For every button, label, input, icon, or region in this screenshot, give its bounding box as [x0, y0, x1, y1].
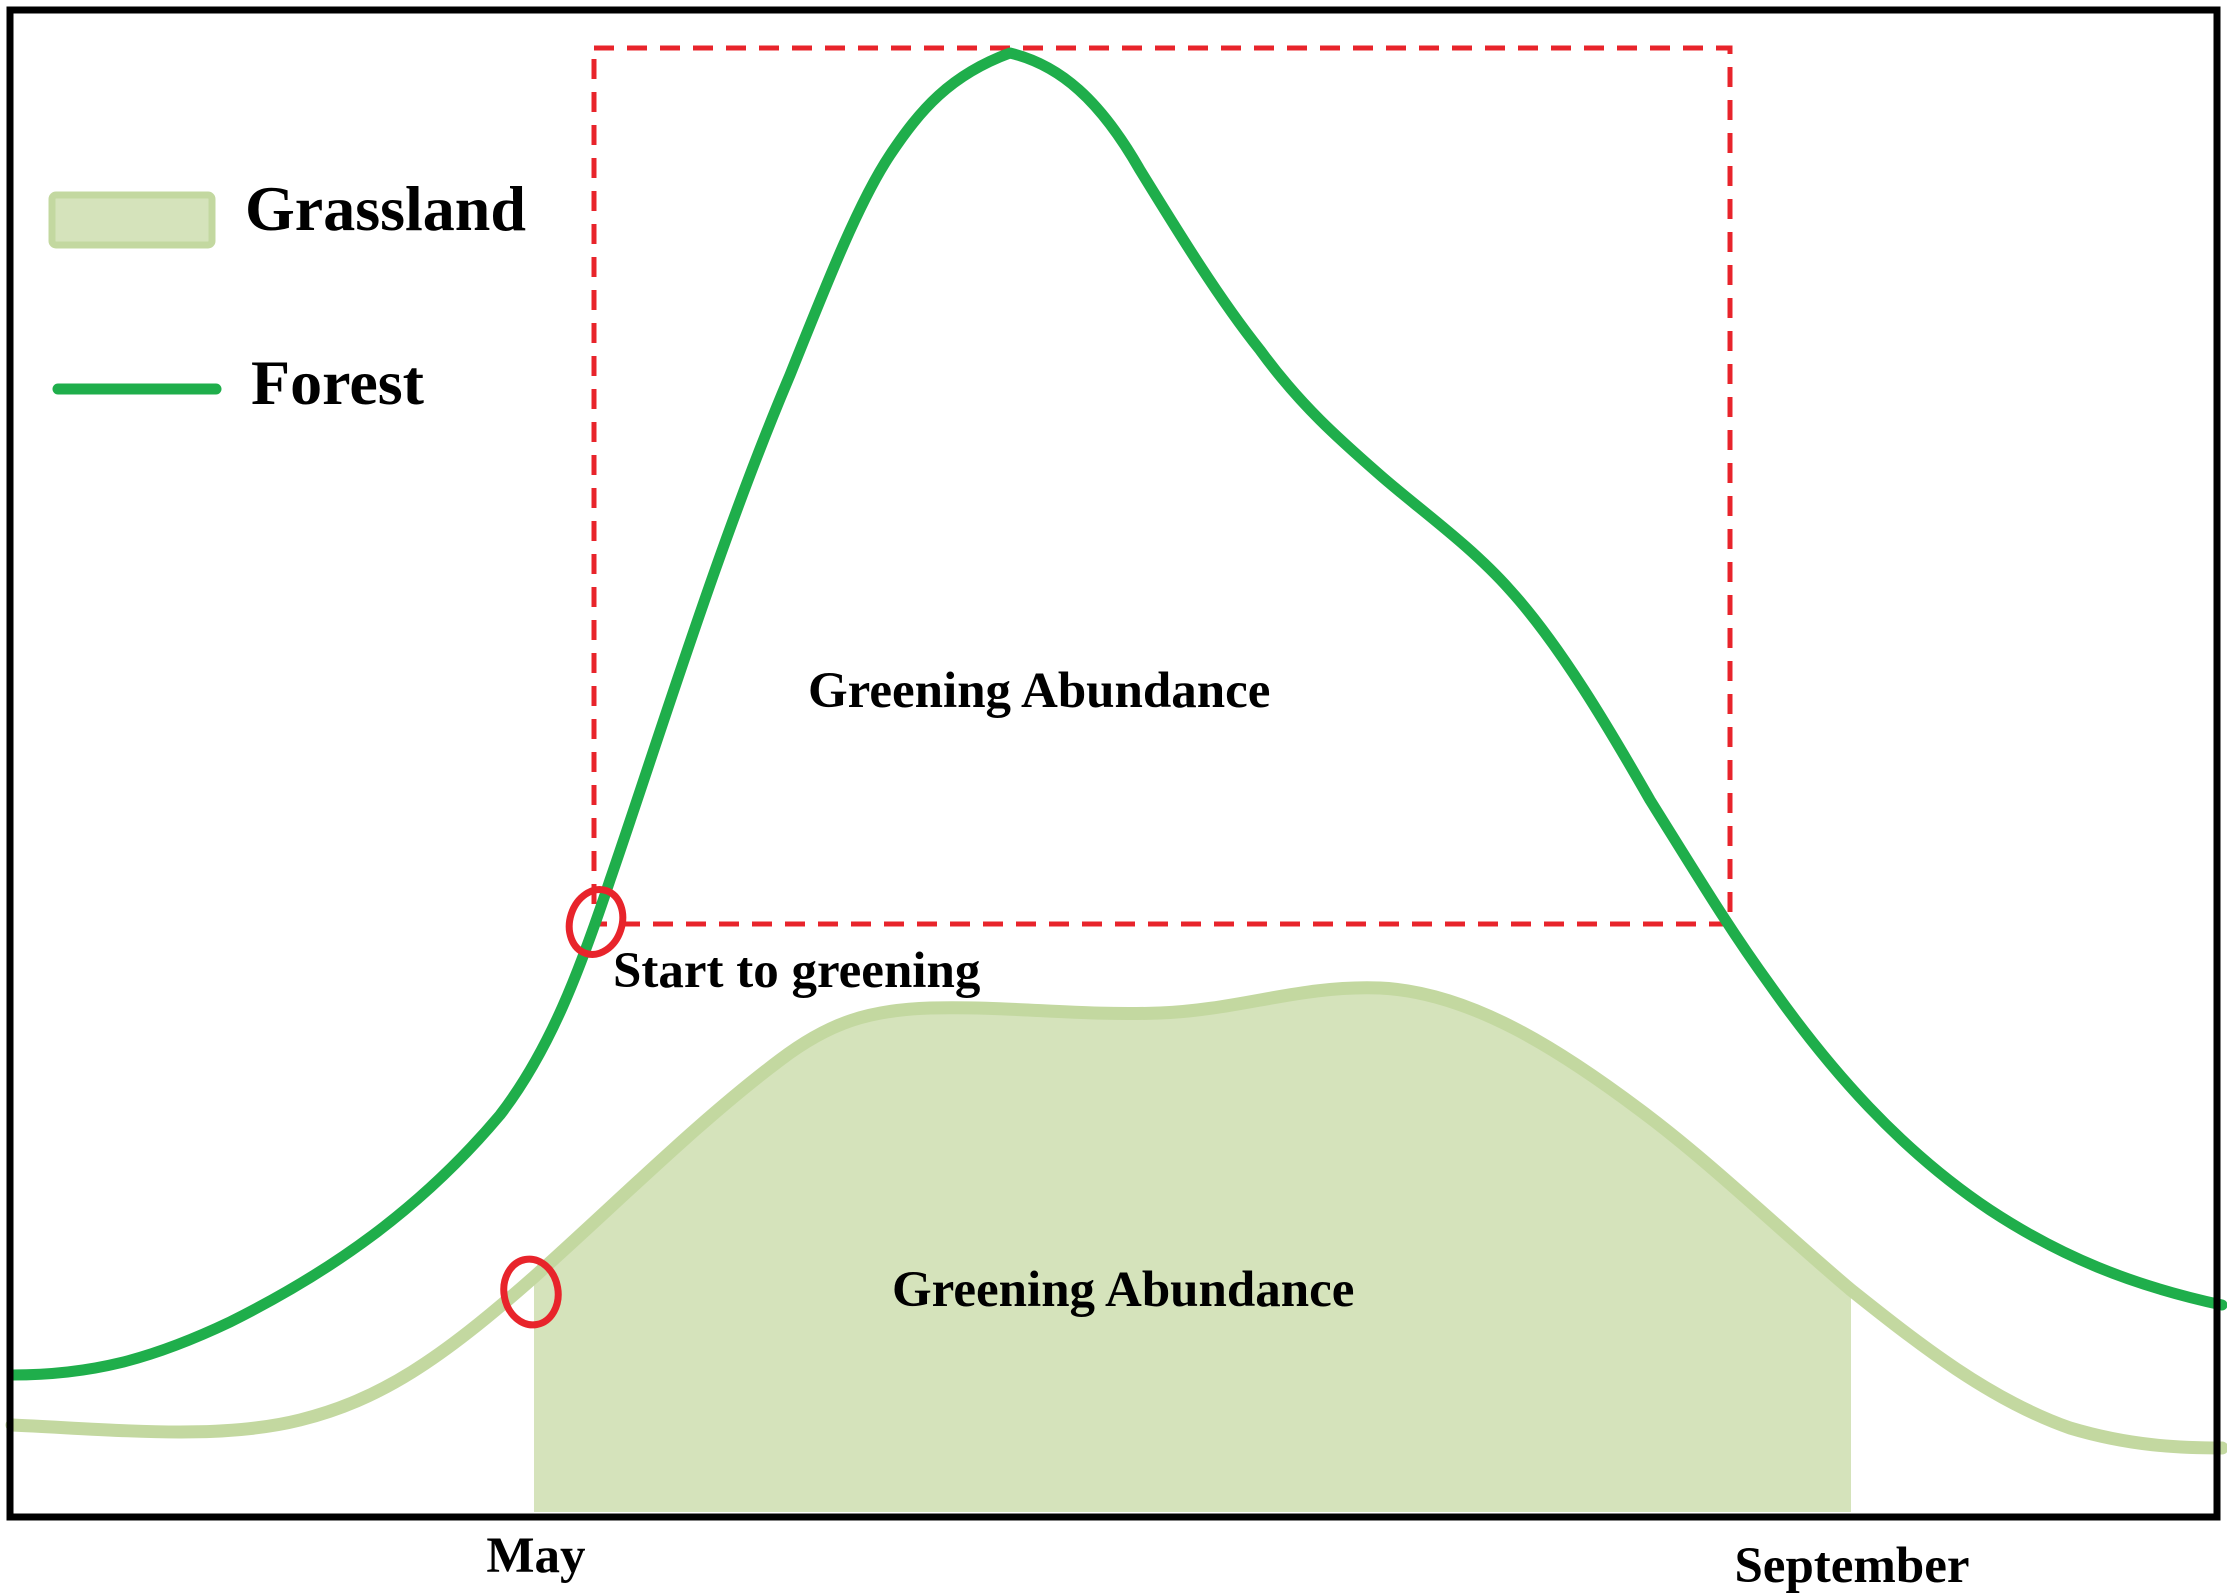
grassland-abundance-label: Greening Abundance [892, 1262, 1354, 1318]
grassland-start-marker [500, 1255, 562, 1329]
forest-start-marker [565, 886, 627, 958]
plot-frame [6, 6, 2221, 1521]
forest-greening-window [591, 45, 1733, 927]
axis-label-may: May [486, 1528, 585, 1584]
axis-label-september: September [1734, 1538, 1969, 1594]
grassland-curve [5, 981, 2227, 1455]
start-greening-label: Start to greening [613, 943, 980, 999]
grassland-legend-label: Grassland [245, 173, 526, 244]
grassland-abundance-area [534, 987, 1851, 1512]
forest-curve [6, 47, 2227, 1381]
forest-legend-label: Forest [251, 347, 425, 418]
grassland-legend-swatch [48, 191, 216, 249]
forest-abundance-label: Greening Abundance [808, 663, 1270, 719]
